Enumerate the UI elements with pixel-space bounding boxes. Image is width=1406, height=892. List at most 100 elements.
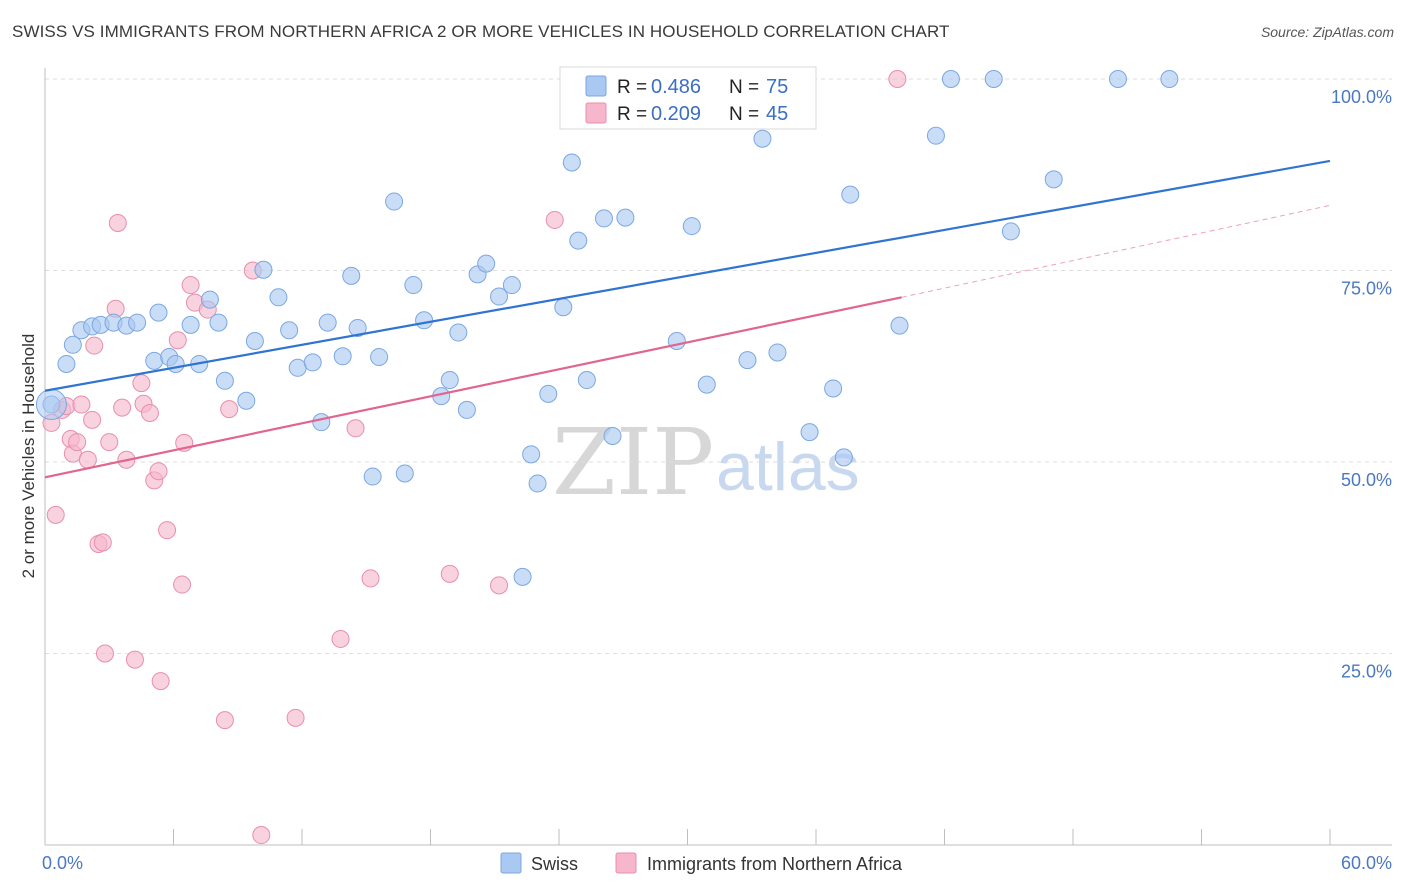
legend-swatch-swiss: [500, 852, 522, 874]
stats-n-value-swiss: 75: [766, 76, 788, 98]
point-north-africa-43: [888, 70, 907, 88]
point-swiss-54: [616, 208, 635, 227]
stats-r-label-north-africa: R =: [617, 104, 647, 125]
stats-r-label-swiss: R =: [617, 77, 647, 98]
stats-n-label-swiss: N =: [729, 77, 759, 98]
point-north-africa-41: [490, 576, 509, 595]
y-axis-title: 2 or more Vehicles in Household: [19, 334, 38, 579]
stats-r-value-north-africa: 0.209: [651, 103, 701, 125]
point-north-africa-17: [113, 398, 132, 417]
trend-line-north-africa: [44, 296, 902, 479]
point-swiss-60: [753, 129, 772, 148]
point-north-africa-8: [78, 450, 97, 469]
point-swiss-17: [215, 371, 234, 390]
stats-legend: R = 0.486 N = 75 R = 0.209 N = 45: [559, 66, 817, 130]
stats-swatch-swiss: [585, 75, 607, 97]
point-swiss-27: [333, 347, 352, 366]
point-swiss-10: [149, 303, 168, 322]
point-swiss-38: [449, 323, 468, 342]
point-swiss-70: [1001, 222, 1020, 241]
chart-title: SWISS VS IMMIGRANTS FROM NORTHERN AFRICA…: [12, 22, 950, 41]
point-swiss-8: [128, 313, 147, 332]
point-swiss-34: [404, 276, 423, 295]
point-north-africa-20: [132, 374, 151, 393]
point-swiss-44: [513, 567, 532, 586]
point-north-africa-42: [545, 210, 564, 229]
trend-lines: [44, 159, 1331, 479]
point-swiss-33: [395, 464, 414, 483]
point-swiss-22: [280, 321, 299, 340]
point-swiss-50: [569, 231, 588, 250]
point-swiss-13: [181, 315, 200, 334]
point-swiss-23: [288, 358, 307, 377]
point-swiss-43: [502, 276, 521, 295]
legend-label-swiss: Swiss: [531, 854, 578, 874]
point-north-africa-40: [440, 564, 459, 583]
x-tick-label-max: 60.0%: [1341, 853, 1392, 873]
point-swiss-59: [738, 351, 757, 370]
point-swiss-25: [312, 413, 331, 432]
point-swiss-24: [303, 353, 322, 372]
point-north-africa-9: [83, 410, 102, 429]
point-swiss-29: [348, 318, 367, 337]
stats-n-value-north-africa: 45: [766, 103, 788, 125]
point-swiss-71: [1044, 170, 1063, 189]
point-north-africa-36: [286, 708, 305, 727]
point-swiss-64: [834, 448, 853, 467]
stats-r-value-swiss: 0.486: [651, 76, 701, 98]
point-swiss-1: [57, 354, 76, 373]
point-north-africa-14: [100, 433, 119, 452]
point-north-africa-24: [149, 462, 168, 481]
point-north-africa-44: [151, 672, 170, 691]
point-north-africa-25: [158, 521, 177, 540]
x-tick-label-min: 0.0%: [42, 853, 83, 873]
point-swiss-62: [800, 423, 819, 442]
point-north-africa-13: [95, 644, 114, 663]
point-swiss-69: [984, 70, 1003, 88]
point-north-africa-39: [361, 569, 380, 588]
point-swiss-31: [370, 348, 389, 367]
point-north-africa-10: [85, 336, 104, 355]
point-swiss-51: [577, 371, 596, 390]
point-swiss-15: [200, 290, 219, 309]
point-swiss-28: [342, 266, 361, 285]
point-swiss-35: [415, 311, 434, 330]
point-swiss-26: [318, 313, 337, 332]
point-swiss-45: [522, 445, 541, 464]
legend-label-north-africa: Immigrants from Northern Africa: [647, 854, 903, 874]
point-swiss-46: [528, 474, 547, 493]
point-swiss-67: [926, 126, 945, 145]
point-swiss-52: [594, 209, 613, 228]
point-north-africa-32: [215, 711, 234, 730]
point-swiss-41: [477, 254, 496, 273]
y-tick-label-1: 50.0%: [1341, 470, 1392, 490]
point-swiss-53: [603, 426, 622, 445]
point-swiss-37: [440, 371, 459, 390]
point-swiss-21: [269, 288, 288, 307]
point-swiss-42: [490, 287, 509, 306]
point-north-africa-16: [108, 214, 127, 233]
stats-n-label-north-africa: N =: [729, 104, 759, 125]
point-north-africa-19: [125, 650, 144, 669]
point-swiss-9: [145, 351, 164, 370]
source-label: Source: ZipAtlas.com: [1260, 24, 1394, 40]
point-swiss-73: [1160, 70, 1179, 88]
point-north-africa-29: [181, 276, 200, 295]
trend-line-swiss: [44, 159, 1331, 392]
point-swiss-30: [363, 467, 382, 486]
point-north-africa-35: [252, 826, 271, 845]
y-tick-label-3: 100.0%: [1331, 87, 1392, 107]
point-north-africa-26: [168, 331, 187, 350]
point-swiss-72: [1108, 70, 1127, 88]
gridlines: [45, 78, 1392, 654]
point-swiss-65: [841, 185, 860, 204]
point-north-africa-6: [68, 433, 87, 452]
point-swiss-49: [562, 153, 581, 172]
point-north-africa-1: [46, 505, 65, 524]
axes: [44, 68, 1392, 846]
point-north-africa-27: [173, 575, 192, 594]
point-swiss-47: [539, 384, 558, 403]
point-north-africa-22: [140, 403, 159, 422]
point-swiss-12: [166, 354, 185, 373]
point-north-africa-33: [220, 400, 239, 419]
